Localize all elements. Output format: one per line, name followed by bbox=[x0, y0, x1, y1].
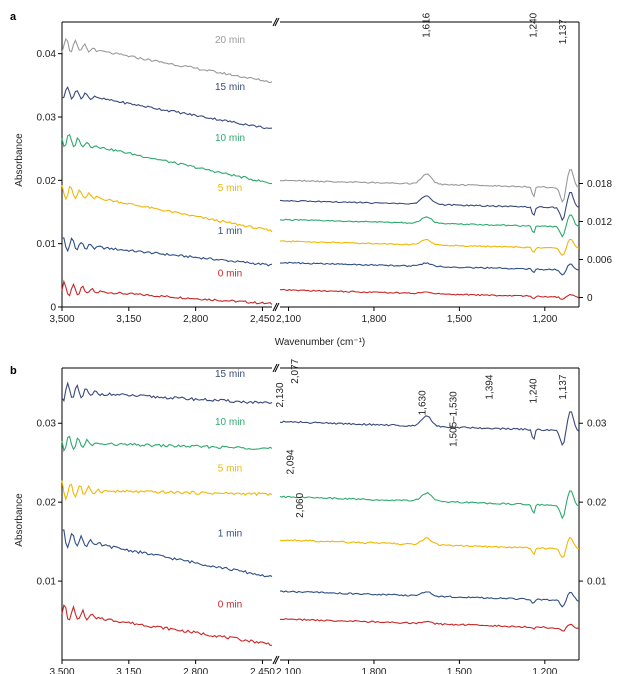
trace-right-20-min bbox=[279, 169, 580, 203]
x-tick-label: 1,200 bbox=[532, 667, 557, 674]
x-tick-label: 2,450 bbox=[250, 314, 275, 325]
x-tick-label: 1,500 bbox=[447, 667, 472, 674]
trace-label: 10 min bbox=[215, 133, 245, 144]
right-y-tick-label: 0.01 bbox=[587, 577, 607, 588]
trace-left-15-min bbox=[61, 85, 273, 130]
peak-annotation: 2,077 bbox=[290, 358, 301, 383]
peak-annotation: 1,240 bbox=[528, 378, 539, 403]
trace-left-5-min bbox=[61, 185, 273, 233]
peak-annotation: 2,094 bbox=[285, 449, 296, 474]
left-y-tick-label: 0.04 bbox=[37, 49, 57, 60]
trace-left-0-min bbox=[61, 604, 272, 646]
left-y-tick-label: 0.02 bbox=[37, 498, 57, 509]
trace-left-10-min bbox=[61, 133, 273, 185]
trace-label: 15 min bbox=[215, 82, 245, 93]
axis-break-mark bbox=[272, 655, 278, 665]
x-tick-label: 1,800 bbox=[361, 314, 386, 325]
peak-annotation: 1,240 bbox=[528, 12, 539, 37]
axis-break-mark bbox=[272, 363, 278, 373]
trace-label: 5 min bbox=[218, 464, 242, 475]
trace-label: 10 min bbox=[215, 417, 245, 428]
panel-a: 0 0.01 0.02 0.03 0.04 0 0.006 0.012 0.018 3,500 3,… bbox=[37, 12, 613, 325]
peak-annotation: 1,630 bbox=[417, 390, 428, 415]
x-axis-title: Wavenumber (cm⁻¹) bbox=[275, 337, 365, 348]
trace-right-15-min bbox=[279, 192, 580, 222]
trace-left-20-min bbox=[61, 37, 273, 84]
panel-a-label: a bbox=[10, 11, 17, 23]
trace-left-15-min bbox=[61, 381, 273, 405]
right-y-tick-label: 0.006 bbox=[587, 255, 612, 266]
right-y-tick-label: 0.018 bbox=[587, 179, 612, 190]
right-y-tick-label: 0 bbox=[587, 293, 593, 304]
x-tick-label: 2,100 bbox=[276, 314, 301, 325]
x-tick-label: 3,150 bbox=[116, 667, 141, 674]
left-y-tick-label: 0.01 bbox=[37, 239, 57, 250]
right-y-tick-label: 0.012 bbox=[587, 217, 612, 228]
trace-right-10-min bbox=[279, 490, 580, 520]
panel-b-label: b bbox=[10, 365, 17, 377]
x-tick-label: 1,500 bbox=[447, 314, 472, 325]
trace-label: 5 min bbox=[218, 183, 242, 194]
x-tick-label: 3,500 bbox=[49, 667, 74, 674]
left-y-tick-label: 0.02 bbox=[37, 176, 57, 187]
trace-left-0-min bbox=[61, 279, 273, 305]
trace-right-15-min bbox=[279, 411, 580, 446]
right-y-tick-label: 0.03 bbox=[587, 419, 607, 430]
trace-left-1-min bbox=[61, 237, 273, 267]
x-tick-label: 3,150 bbox=[116, 314, 141, 325]
trace-right-0-min bbox=[279, 618, 580, 632]
trace-right-1-min bbox=[280, 590, 580, 608]
peak-annotation: 1,616 bbox=[421, 12, 432, 37]
peak-annotation: 1,394 bbox=[485, 374, 496, 399]
trace-right-1-min bbox=[280, 261, 580, 276]
peak-annotation: 2,060 bbox=[295, 492, 306, 517]
panel-b-y-axis-title: Absorbance bbox=[14, 493, 25, 547]
trace-left-1-min bbox=[61, 529, 273, 578]
axis-break-mark bbox=[274, 17, 280, 27]
trace-label: 20 min bbox=[215, 35, 245, 46]
trace-label: 15 min bbox=[215, 369, 245, 380]
axis-break-mark bbox=[274, 363, 280, 373]
trace-left-5-min bbox=[61, 480, 273, 502]
panel-b: 0.01 0.02 0.03 0.01 0.02 0.03 3,500 3,150 2,800 2… bbox=[37, 358, 607, 674]
x-tick-label: 1,800 bbox=[361, 667, 386, 674]
trace-label: 1 min bbox=[218, 226, 242, 237]
peak-annotation: 1,505–1,530 bbox=[449, 391, 460, 447]
trace-label: 0 min bbox=[218, 268, 242, 279]
left-y-tick-label: 0.01 bbox=[37, 577, 57, 588]
axis-break-mark bbox=[272, 302, 278, 312]
trace-right-10-min bbox=[279, 214, 580, 238]
trace-right-5-min bbox=[279, 536, 580, 558]
x-tick-label: 2,100 bbox=[276, 667, 301, 674]
right-y-tick-label: 0.02 bbox=[587, 498, 607, 509]
axis-break-mark bbox=[274, 302, 280, 312]
x-tick-label: 2,450 bbox=[250, 667, 275, 674]
axis-break-mark bbox=[272, 17, 278, 27]
peak-annotation: 2,130 bbox=[275, 382, 286, 407]
peak-annotation: 1,137 bbox=[558, 19, 569, 44]
trace-label: 0 min bbox=[218, 600, 242, 611]
left-y-tick-label: 0.03 bbox=[37, 113, 57, 124]
x-tick-label: 2,800 bbox=[183, 314, 208, 325]
panel-a-y-axis-title: Absorbance bbox=[14, 133, 25, 187]
trace-left-10-min bbox=[61, 435, 273, 453]
left-y-tick-label: 0.03 bbox=[37, 419, 57, 430]
trace-label: 1 min bbox=[218, 529, 242, 540]
left-y-tick-label: 0 bbox=[50, 303, 56, 314]
x-tick-label: 3,500 bbox=[49, 314, 74, 325]
x-tick-label: 2,800 bbox=[183, 667, 208, 674]
trace-right-5-min bbox=[280, 238, 580, 256]
peak-annotation: 1,137 bbox=[558, 374, 569, 399]
axis-break-mark bbox=[274, 655, 280, 665]
x-tick-label: 1,200 bbox=[532, 314, 557, 325]
trace-right-0-min bbox=[280, 288, 580, 300]
